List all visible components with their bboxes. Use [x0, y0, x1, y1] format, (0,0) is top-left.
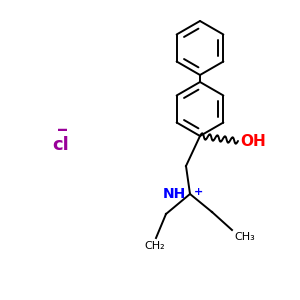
Text: CH₃: CH₃	[234, 232, 255, 242]
Text: cl: cl	[52, 136, 69, 154]
Text: NH: NH	[163, 187, 186, 201]
Text: +: +	[194, 187, 203, 197]
Text: OH: OH	[240, 134, 266, 148]
Text: CH₂: CH₂	[145, 241, 165, 251]
